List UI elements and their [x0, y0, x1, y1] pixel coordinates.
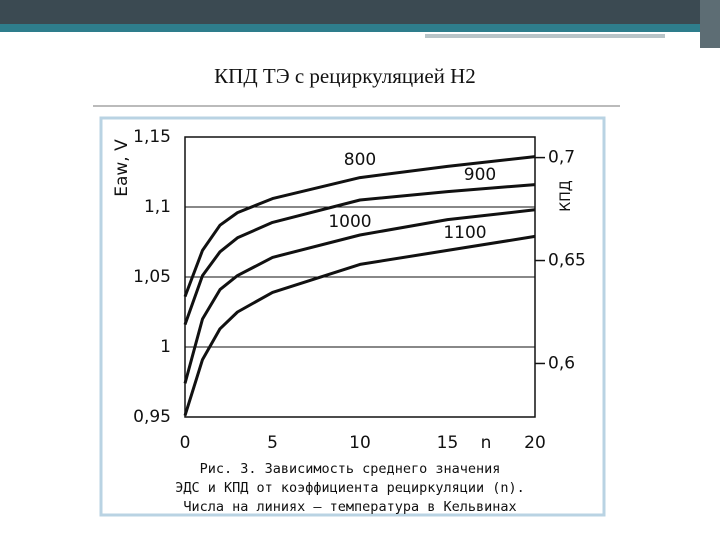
deco-line: [425, 34, 665, 38]
y2-tick-label: 0,6: [548, 353, 575, 373]
series-label: 900: [464, 165, 496, 185]
top-strip: [0, 24, 720, 32]
y-axis-label: Eaw, V: [112, 139, 132, 197]
y2-tick-label: 0,7: [548, 148, 575, 168]
y-tick-label: 1,15: [133, 127, 171, 147]
y-tick-label: 0,95: [133, 407, 171, 427]
x-tick-label: 15: [437, 433, 459, 453]
series-label: 800: [344, 150, 376, 170]
caption-line: Рис. 3. Зависимость среднего значения: [200, 461, 501, 477]
series-label: 1100: [443, 223, 486, 243]
x-tick-label: 20: [524, 433, 546, 453]
x-tick-label: 0: [180, 433, 191, 453]
series-line: [183, 183, 536, 326]
y2-tick-label: 0,65: [548, 251, 586, 271]
series-label: 1000: [328, 212, 371, 232]
x-tick-label: 5: [267, 433, 278, 453]
series-line: [183, 234, 536, 417]
top-bar: [0, 0, 720, 24]
x-tick-label: 10: [349, 433, 371, 453]
slide-title: КПД ТЭ с рециркуляцией Н2: [214, 64, 476, 88]
deco-corner: [700, 0, 720, 48]
y-tick-label: 1,05: [133, 267, 171, 287]
caption-line: ЭДС и КПД от коэффициента рециркуляции (…: [175, 480, 525, 496]
series-line: [183, 208, 536, 384]
image-frame: [99, 116, 606, 517]
series-line: [183, 155, 536, 298]
y-tick-label: 1,1: [144, 197, 171, 217]
caption-line: Числа на линиях — температура в Кельвина…: [183, 499, 516, 515]
y2-axis-label: КПД: [558, 180, 574, 211]
x-axis-label: n: [481, 433, 492, 453]
y-tick-label: 1: [160, 337, 171, 357]
